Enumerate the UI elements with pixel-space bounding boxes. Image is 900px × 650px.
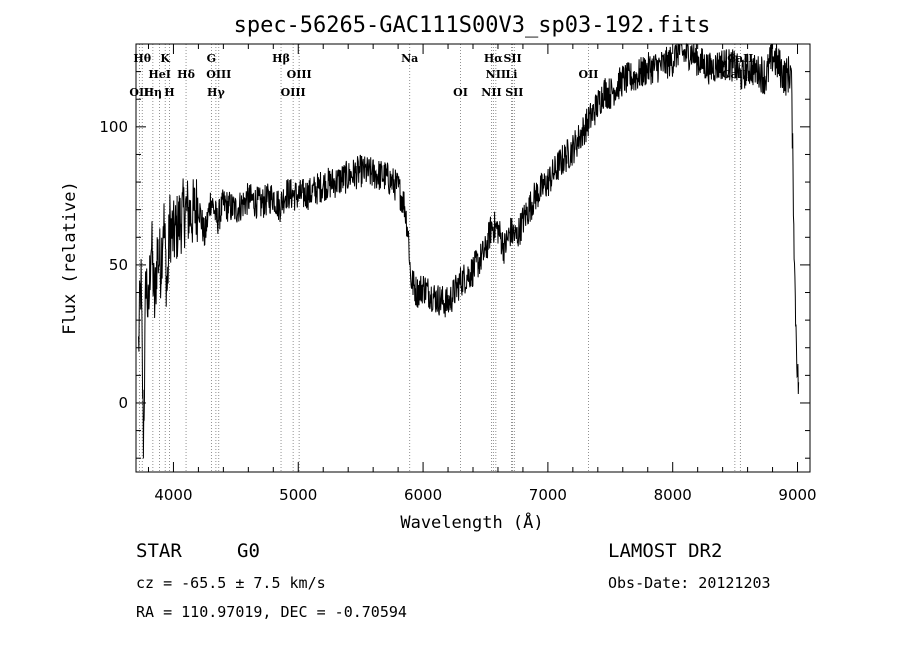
line-label: OII <box>579 68 599 81</box>
y-tick-label: 50 <box>109 256 128 274</box>
x-tick-label: 9000 <box>778 486 816 504</box>
line-label: Li <box>505 68 517 81</box>
line-label: SII <box>505 86 523 99</box>
line-label: Na <box>401 52 418 65</box>
line-label: OIII <box>287 68 312 81</box>
line-label: SII <box>503 52 521 65</box>
line-label: H <box>164 86 174 99</box>
x-tick-label: 8000 <box>654 486 692 504</box>
line-label: NII <box>486 68 506 81</box>
survey-name: LAMOST DR2 <box>608 540 723 562</box>
line-label: OI <box>453 86 468 99</box>
line-label: OIII <box>281 86 306 99</box>
x-tick-label: 4000 <box>154 486 192 504</box>
line-label: OII <box>129 86 149 99</box>
line-label: HeI <box>148 68 171 81</box>
line-label: Hγ <box>207 86 225 99</box>
y-tick-label: 0 <box>118 394 128 412</box>
x-axis: 4000 5000 6000 7000 8000 9000 <box>147 44 817 504</box>
coordinates-text: RA = 110.97019, DEC = -0.70594 <box>136 603 407 621</box>
line-label: Hη <box>144 86 162 99</box>
line-label: NII <box>481 86 501 99</box>
line-label: Hβ <box>272 52 290 65</box>
object-class: STAR <box>136 540 182 562</box>
redshift-text: cz = -65.5 ± 7.5 km/s <box>136 574 326 592</box>
spectrum-series <box>138 42 800 459</box>
spectrum-line <box>138 42 800 459</box>
line-label: G <box>207 52 216 65</box>
line-label: Hα <box>484 52 503 65</box>
obs-date-text: Obs-Date: 20121203 <box>608 574 771 592</box>
line-label: Hδ <box>177 68 195 81</box>
line-label: OIII <box>206 68 231 81</box>
y-axis: 0 50 100 <box>99 71 810 459</box>
emission-line-markers <box>138 44 741 472</box>
chart-title: spec-56265-GAC111S00V3_sp03-192.fits <box>234 13 711 38</box>
line-label: Hθ <box>133 52 151 65</box>
x-tick-label: 6000 <box>404 486 442 504</box>
x-tick-label: 7000 <box>529 486 567 504</box>
y-tick-label: 100 <box>99 118 128 136</box>
y-axis-title: Flux (relative) <box>60 181 80 335</box>
x-axis-title: Wavelength (Å) <box>400 511 543 533</box>
line-label: K <box>160 52 170 65</box>
spectral-subclass: G0 <box>237 540 260 562</box>
x-tick-label: 5000 <box>279 486 317 504</box>
